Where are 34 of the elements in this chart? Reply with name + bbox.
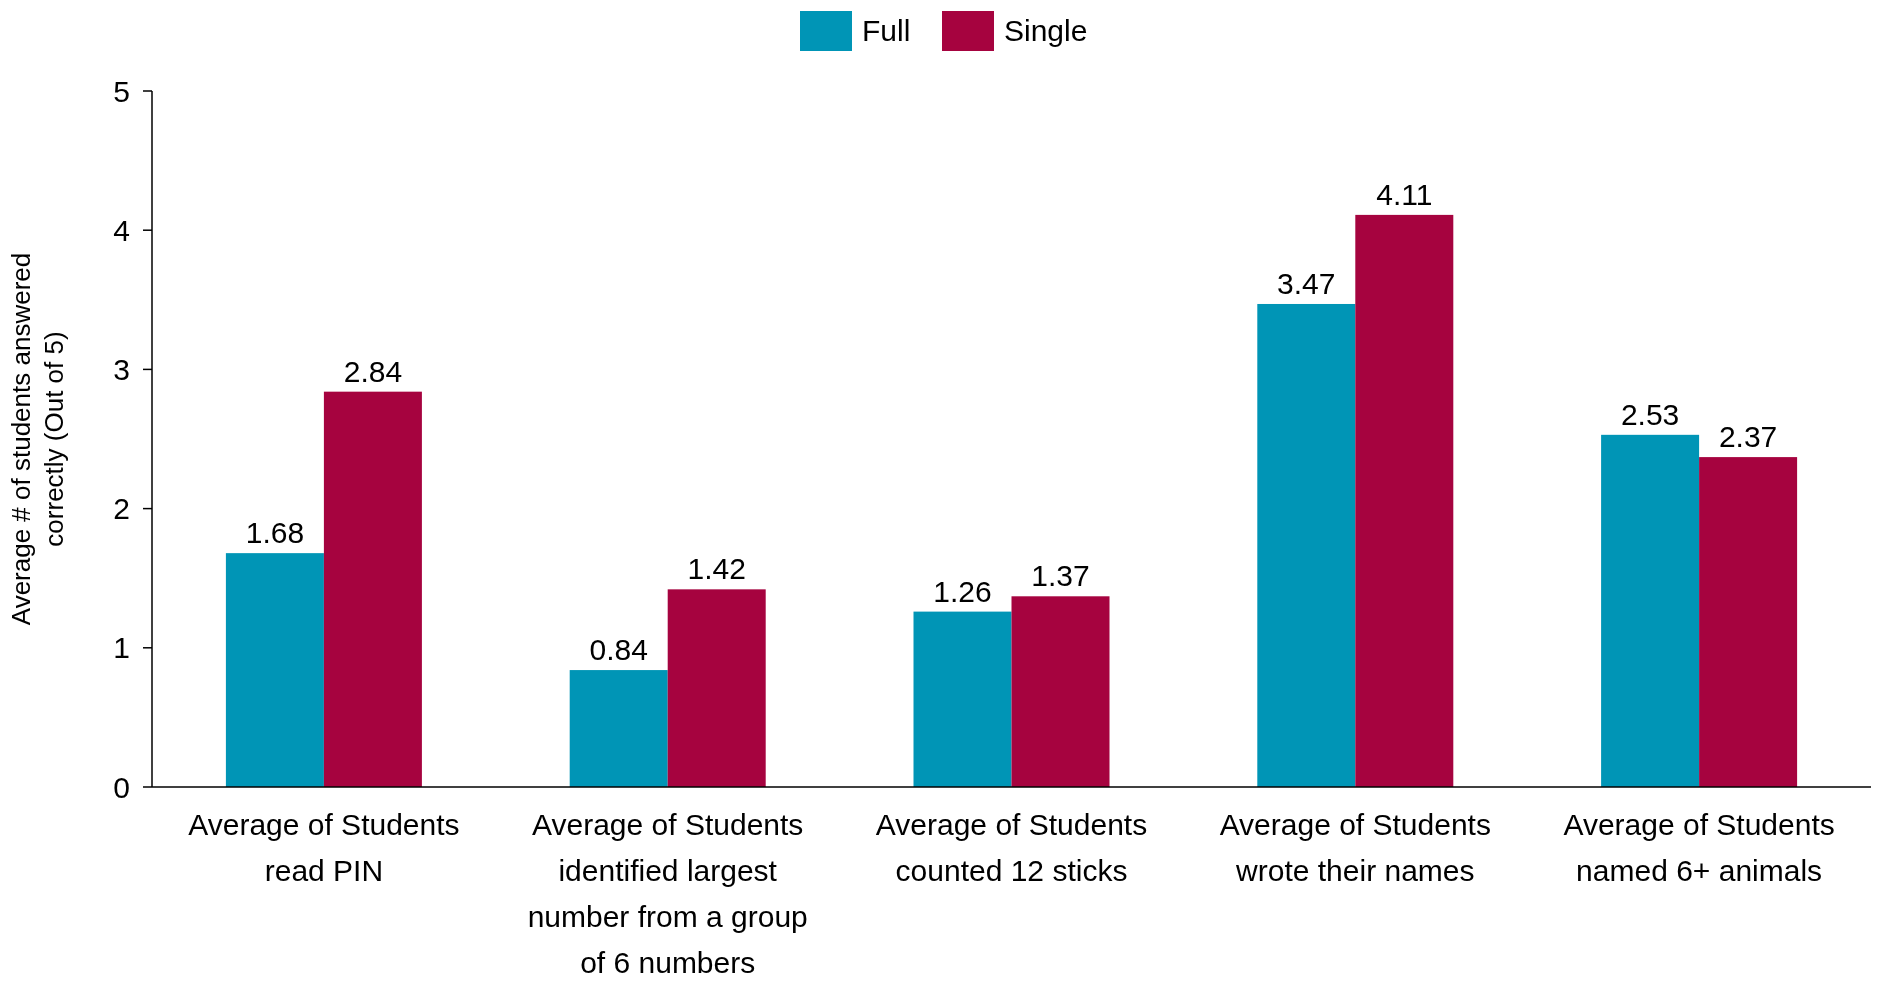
data-label: 1.37	[1031, 559, 1090, 593]
bar	[225, 553, 324, 787]
data-label: 1.68	[245, 516, 305, 550]
bar	[1601, 434, 1700, 787]
x-tick-label: Average of Students counted 12 sticks	[875, 808, 1148, 887]
bar	[913, 611, 1012, 787]
data-label: 2.37	[1718, 420, 1778, 454]
data-label: 2.53	[1620, 397, 1680, 431]
y-tick-label: 4	[113, 213, 130, 247]
bar	[1355, 214, 1454, 787]
bar	[667, 589, 766, 787]
y-tick-label: 0	[113, 770, 130, 804]
data-label: 2.84	[343, 354, 403, 388]
bar	[323, 391, 422, 787]
y-tick-label: 1	[113, 631, 130, 665]
data-label: 1.42	[687, 552, 746, 586]
data-label: 3.47	[1277, 266, 1336, 300]
bar	[569, 670, 668, 787]
y-tick-label: 5	[113, 74, 130, 108]
y-tick-label: 3	[113, 352, 130, 386]
data-label: 4.11	[1376, 177, 1433, 211]
legend-label: Full	[862, 13, 911, 47]
x-tick-label: Average of Students named 6+ animals	[1563, 808, 1835, 887]
data-label: 1.26	[933, 574, 992, 608]
x-tick-label: Average of Students wrote their names	[1219, 808, 1491, 887]
bar	[1011, 596, 1110, 787]
x-tick-label: Average of Students read PIN	[188, 808, 460, 887]
y-tick-label: 2	[113, 492, 130, 526]
legend-label: Single	[1004, 13, 1088, 47]
x-tick-label: Average of Students identified largest number from a group of 6 numbers	[527, 808, 808, 979]
y-axis-title: Average # of students answered correctly (Out of 5)	[6, 252, 69, 626]
bar	[1257, 303, 1356, 787]
data-label: 0.84	[589, 633, 648, 667]
bar	[1699, 457, 1798, 787]
